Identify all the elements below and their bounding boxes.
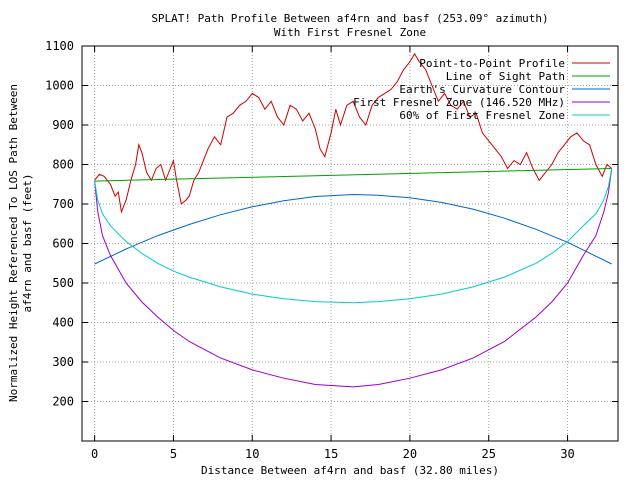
x-tick-label: 25 [482,447,496,461]
axis-ticks: 0 5 10 15 20 25 30 200 300 400 500 600 700 800 900 1000… [45,39,618,461]
series-line-4 [94,168,613,388]
x-tick-label: 5 [170,447,177,461]
legend-label-1: Point-to-Point Profile [419,57,565,70]
x-axis-label: Distance Between af4rn and basf (32.80 m… [201,464,499,477]
y-tick-label: 400 [52,316,74,330]
legend-label-5: 60% of First Fresnel Zone [399,109,565,122]
y-tick-label: 200 [52,395,74,409]
chart-title: SPLAT! Path Profile Between af4rn and ba… [151,12,548,25]
series-line-3 [94,193,612,265]
plot-frame [81,45,619,442]
y-tick-label: 600 [52,237,74,251]
series-line-5 [94,168,613,304]
legend-label-2: Line of Sight Path [446,70,565,83]
y-tick-label: 700 [52,197,74,211]
x-tick-label: 15 [324,447,338,461]
y-tick-label: 300 [52,355,74,369]
legend-label-4: First Fresnel Zone (146.520 MHz) [353,96,565,109]
y-axis-label: Normalized Height Referenced To LOS Path… [7,84,20,402]
series-line-2 [94,168,612,182]
series-line-1 [94,52,613,214]
y-tick-label: 1000 [45,79,74,93]
legend-label-3: Earth's Curvature Contour [399,83,565,96]
y-tick-label: 900 [52,118,74,132]
y-tick-label: 800 [52,158,74,172]
y-tick-label: 1100 [45,39,74,53]
x-tick-label: 20 [403,447,417,461]
plot-series [94,52,613,388]
y-tick-label: 500 [52,276,74,290]
x-tick-label: 30 [560,447,574,461]
y-axis-label-line2: af4rn and basf (feet) [21,173,34,312]
x-tick-label: 0 [91,447,98,461]
x-tick-label: 10 [245,447,259,461]
chart-subtitle: With First Fresnel Zone [274,26,426,39]
